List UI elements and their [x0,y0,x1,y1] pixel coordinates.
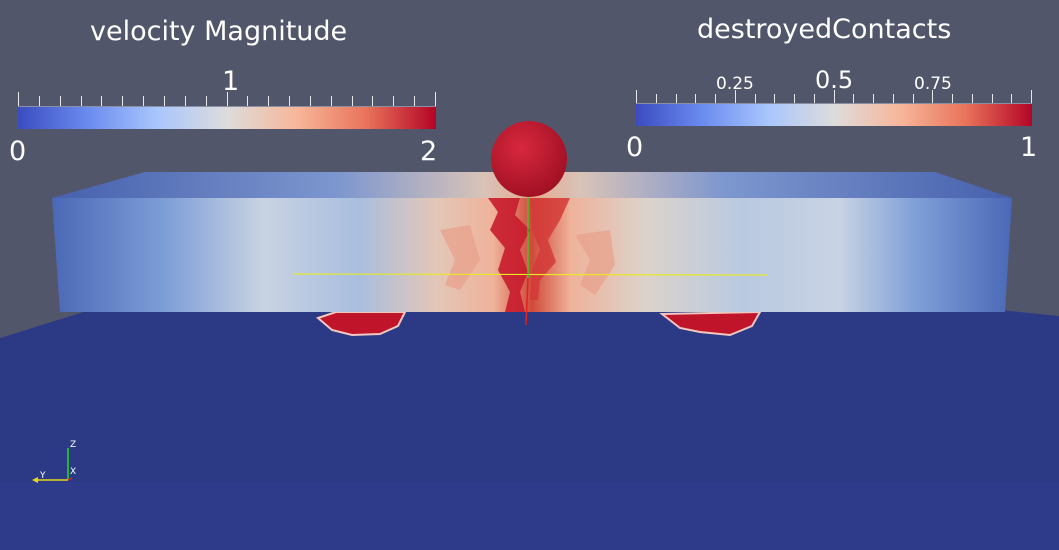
colorbar-tick [853,94,854,104]
colorbar-tick [185,96,186,106]
force-line-horizontal [292,273,769,276]
colorbar-tick [164,96,165,106]
colorbar-right-title: destroyedContacts [697,14,952,45]
colorbar-tick [636,90,637,104]
colorbar-tick [735,90,736,104]
colorbar-tick [715,94,716,104]
axis-label-z: Z [70,440,77,450]
colorbar-left-max-label: 2 [420,136,438,167]
colorbar-tick [972,94,973,104]
colorbar-tick [143,96,144,106]
colorbar-tick [331,96,332,106]
colorbar-tick [1011,94,1012,104]
colorbar-tick [873,94,874,104]
colorbar-tick [814,94,815,104]
y-axis-arrow [32,477,38,483]
colorbar-tick [268,96,269,106]
colorbar-tick [310,96,311,106]
axis-label-y: Y [40,471,46,481]
colorbar-tick [60,96,61,106]
sphere [491,121,567,197]
colorbar-left-ticks [18,92,436,106]
colorbar-tick [81,96,82,106]
force-line-red [525,277,529,326]
crack-region [488,198,530,312]
colorbar-right-min-label: 0 [626,132,644,163]
ground-front-band [0,482,1059,550]
colorbar-tick [352,96,353,106]
colorbar-tick [834,90,835,104]
colorbar-right-ticks [636,90,1032,104]
colorbar-tick [952,94,953,104]
colorbar-tick [913,94,914,104]
colorbar-left[interactable] [18,106,436,129]
slab-front-face [52,198,1012,312]
orientation-axes-widget [32,448,73,483]
crack-region-4 [575,230,615,295]
colorbar-tick [794,94,795,104]
colorbar-tick [695,94,696,104]
colorbar-tick [206,96,207,106]
colorbar-tick [393,96,394,106]
colorbar-tick [289,96,290,106]
colorbar-tick [656,94,657,104]
colorbar-tick [101,96,102,106]
colorbar-right-max-label: 1 [1020,132,1038,163]
x-axis-line [67,477,73,481]
colorbar-tick [18,92,19,106]
colorbar-tick [676,94,677,104]
colorbar-tick [122,96,123,106]
colorbar-right-label-025: 0.25 [716,74,754,94]
colorbar-right-label-05: 0.5 [815,66,854,94]
axis-label-x: X [70,467,77,477]
colorbar-tick [893,94,894,104]
colorbar-left-min-label: 0 [9,136,27,167]
colorbar-left-title: velocity Magnitude [90,16,348,47]
colorbar-tick [372,96,373,106]
colorbar-left-mid-label: 1 [222,66,240,97]
colorbar-right[interactable] [636,103,1032,126]
colorbar-tick [435,92,436,106]
colorbar-tick [755,94,756,104]
colorbar-tick [247,96,248,106]
colorbar-tick [1031,90,1032,104]
colorbar-tick [39,96,40,106]
colorbar-tick [227,92,228,106]
colorbar-tick [414,96,415,106]
colorbar-tick [992,94,993,104]
colorbar-tick [932,90,933,104]
colorbar-tick [774,94,775,104]
colorbar-right-label-075: 0.75 [914,74,952,94]
